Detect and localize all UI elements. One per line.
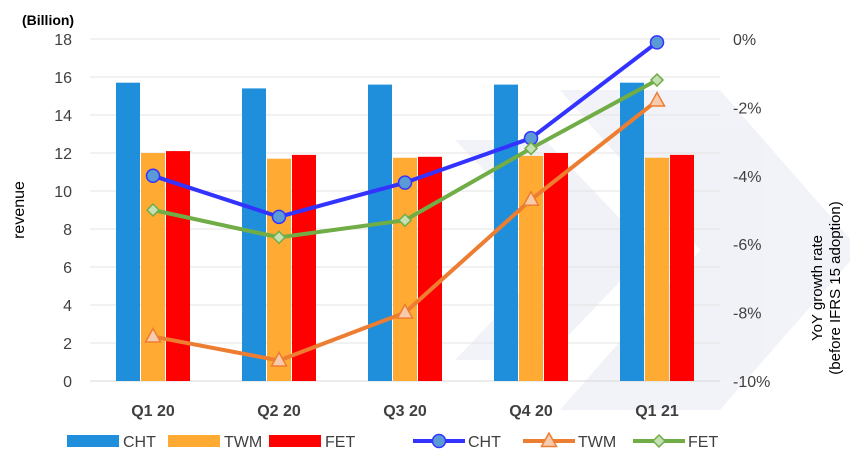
bar-fet	[544, 153, 568, 381]
bar-cht	[368, 84, 392, 381]
bar-fet	[292, 154, 316, 381]
y-tick-label: 10	[54, 184, 72, 201]
y2-tick-label: -2%	[733, 100, 761, 117]
bar-twm	[393, 157, 417, 381]
legend-label: CHT	[123, 434, 156, 451]
point-fet-marker	[145, 202, 161, 218]
y-tick-label: 0	[63, 374, 72, 391]
y2-tick-label: -6%	[733, 237, 761, 254]
line-series-cht	[145, 35, 665, 225]
right-axis-label-line-1: YoY growth rate	[809, 235, 826, 341]
legend-label: FET	[688, 434, 718, 451]
point-fet-marker	[271, 230, 287, 245]
point-twm-marker	[396, 303, 414, 319]
point-fet-marker	[397, 213, 413, 228]
legend-swatch-bar-cht	[67, 435, 119, 447]
bar-series	[116, 82, 694, 382]
point-fet-marker	[649, 72, 665, 88]
bar-twm	[519, 155, 543, 381]
category-label: Q2 20	[257, 403, 301, 420]
legend-swatch-bar-fet	[269, 435, 321, 447]
unit-label: (Billion)	[22, 12, 74, 28]
point-twm-marker	[270, 350, 288, 367]
line-series	[144, 35, 666, 367]
bar-twm	[141, 153, 165, 381]
y-tick-label: 6	[63, 260, 72, 277]
line-series-twm	[144, 91, 666, 367]
left-axis-ticks: 0 2 4 6 8 10 12 14 16 18	[54, 32, 72, 391]
category-label: Q1 20	[131, 403, 175, 420]
point-twm-marker	[648, 91, 666, 107]
category-label: Q4 20	[509, 403, 553, 420]
legend-label: FET	[325, 434, 355, 451]
left-axis-label: revenue	[11, 181, 28, 239]
legend: CHT TWM FET CHT TWM FET	[67, 431, 718, 451]
y2-tick-label: -10%	[733, 374, 770, 391]
category-labels: Q1 20 Q2 20 Q3 20 Q4 20 Q1 21	[131, 403, 679, 420]
bar-cht	[116, 82, 140, 381]
y2-tick-label: -4%	[733, 169, 761, 186]
right-axis-label: YoY growth rate (before IFRS 15 adoption…	[809, 201, 844, 374]
bar-cht	[620, 82, 644, 381]
category-label: Q3 20	[383, 403, 427, 420]
legend-twm-marker	[540, 431, 558, 448]
point-twm-marker	[144, 326, 162, 343]
legend-label: CHT	[468, 434, 501, 451]
y-tick-label: 16	[54, 70, 72, 87]
y-tick-label: 2	[63, 336, 72, 353]
point-twm-marker	[522, 190, 540, 206]
legend-label: TWM	[224, 434, 262, 451]
y2-tick-label: 0%	[733, 32, 756, 49]
y2-tick-label: -8%	[733, 306, 761, 323]
legend-cht-marker	[431, 433, 447, 449]
bar-twm	[267, 158, 291, 381]
line-series-fet	[145, 72, 665, 245]
right-axis-label-line-2: (before IFRS 15 adoption)	[827, 201, 844, 374]
right-axis-ticks: 0% -2% -4% -6% -8% -10%	[733, 32, 770, 391]
y-tick-label: 4	[63, 298, 72, 315]
bar-fet	[670, 154, 694, 381]
bar-cht	[494, 84, 518, 381]
point-fet-marker	[523, 141, 539, 156]
bar-fet	[418, 156, 442, 381]
point-cht-marker	[397, 175, 413, 190]
legend-label: TWM	[578, 434, 616, 451]
legend-fet-marker	[651, 433, 667, 449]
y-tick-label: 18	[54, 32, 72, 49]
category-label: Q1 21	[635, 403, 679, 420]
point-cht-marker	[271, 209, 287, 225]
point-cht-marker	[649, 35, 665, 50]
point-cht-marker	[145, 168, 161, 184]
y-tick-label: 8	[63, 222, 72, 239]
y-tick-label: 12	[54, 146, 72, 163]
bar-twm	[645, 157, 669, 381]
y-tick-label: 14	[54, 108, 72, 125]
legend-swatch-bar-twm	[168, 435, 220, 447]
